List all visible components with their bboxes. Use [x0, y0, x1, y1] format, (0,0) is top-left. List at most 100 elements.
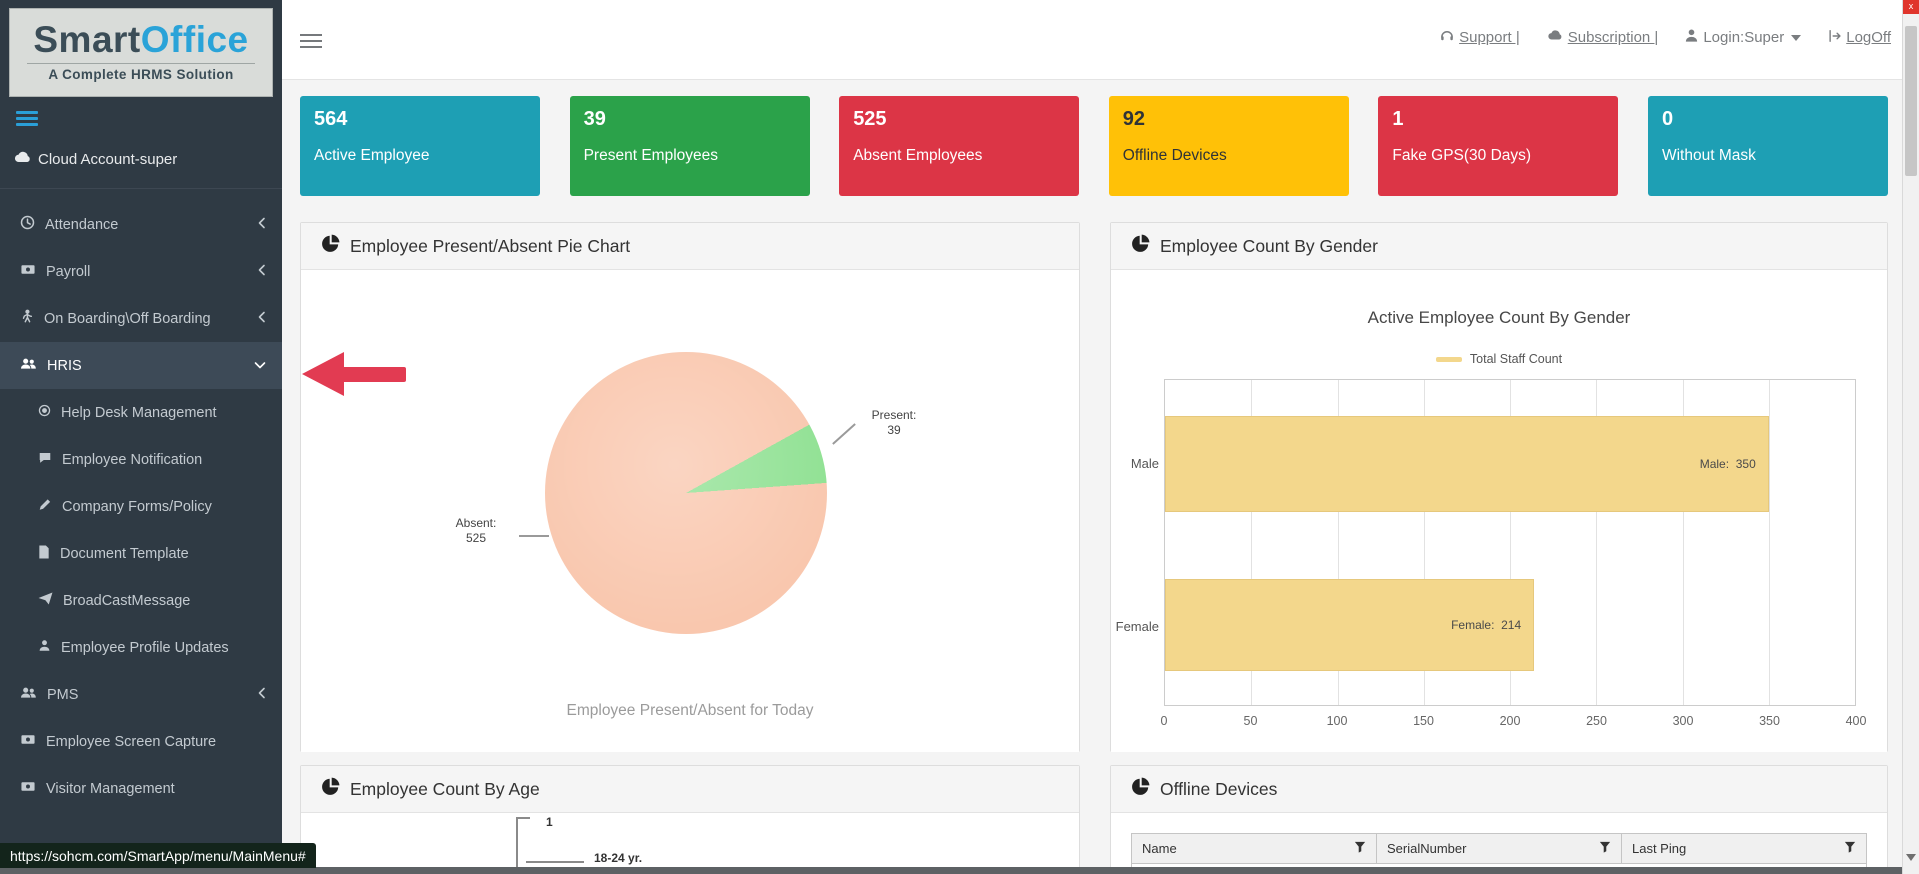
- sidebar-hamburger-icon[interactable]: [16, 111, 38, 126]
- age-panel-body: 1 18-24 yr.: [301, 813, 1079, 874]
- logoff-link[interactable]: LogOff: [1827, 29, 1891, 47]
- topbar: Support | Subscription | Login:Super Log…: [282, 0, 1919, 80]
- gender-panel-header: Employee Count By Gender: [1111, 223, 1887, 270]
- walking-person-icon: [20, 309, 34, 328]
- x-tick-label: 100: [1326, 714, 1348, 728]
- stat-card-without-mask: 0 Without Mask: [1647, 96, 1888, 196]
- sidebar-item-label: BroadCastMessage: [63, 592, 191, 609]
- bar-female: Female: 214: [1165, 579, 1535, 671]
- stat-card-offline-devices: 92 Offline Devices: [1108, 96, 1349, 196]
- filter-funnel-icon[interactable]: [1844, 841, 1856, 856]
- topbar-hamburger-icon[interactable]: [300, 30, 322, 52]
- topbar-links: Support | Subscription | Login:Super Log…: [1439, 28, 1891, 47]
- sidebar-item-pms[interactable]: PMS: [0, 671, 282, 718]
- sidebar-item-company-forms-policy[interactable]: Company Forms/Policy: [0, 483, 282, 530]
- pie-leader-line: [519, 535, 549, 537]
- stat-label: Active Employee: [314, 147, 430, 164]
- sidebar-item-employee-notification[interactable]: Employee Notification: [0, 436, 282, 483]
- panel-title: Employee Count By Gender: [1160, 235, 1378, 256]
- stat-cards-row: 564 Active Employee 39 Present Employees…: [300, 96, 1888, 196]
- paper-plane-icon: [38, 592, 53, 609]
- sidebar-item-employee-profile-updates[interactable]: Employee Profile Updates: [0, 624, 282, 671]
- sidebar-item-label: Employee Profile Updates: [61, 639, 229, 656]
- category-label-female: Female: [1115, 619, 1159, 634]
- pie-panel-header: Employee Present/Absent Pie Chart: [301, 223, 1079, 270]
- sidebar-item-label: Payroll: [46, 263, 91, 280]
- stat-card-active-employee: 564 Active Employee: [300, 96, 540, 196]
- x-tick-label: 50: [1243, 714, 1258, 728]
- pie-graphic: [545, 352, 827, 634]
- login-label: Login:Super: [1703, 29, 1785, 46]
- stat-card-fake-gps: 1 Fake GPS(30 Days): [1378, 96, 1619, 196]
- sign-out-icon: [1827, 29, 1842, 47]
- sidebar-item-label: Help Desk Management: [61, 404, 217, 421]
- sidebar-item-employee-screen-capture[interactable]: Employee Screen Capture: [0, 718, 282, 765]
- filter-funnel-icon[interactable]: [1354, 841, 1366, 856]
- status-url-tooltip: https://sohcm.com/SmartApp/menu/MainMenu…: [0, 843, 316, 868]
- offline-panel-header: Offline Devices: [1111, 766, 1887, 813]
- pie-chart-icon: [321, 777, 340, 801]
- pie-chart-icon: [1131, 777, 1150, 801]
- clock-icon: [20, 215, 35, 234]
- sidebar-item-onboarding-offboarding[interactable]: On Boarding\Off Boarding: [0, 295, 282, 342]
- stat-card-present-employees: 39 Present Employees: [569, 96, 810, 196]
- subscription-link[interactable]: Subscription |: [1546, 28, 1659, 47]
- sidebar-item-document-template[interactable]: Document Template: [0, 530, 282, 577]
- sidebar-item-broadcastmessage[interactable]: BroadCastMessage: [0, 577, 282, 624]
- table-header-row: Name SerialNumber Last Ping: [1132, 834, 1866, 864]
- window-bottom-edge: [0, 867, 1919, 874]
- pie-panel-body: Present: 39 Absent: 525 Employee Present…: [301, 270, 1079, 752]
- pie-leader-line: [832, 423, 856, 445]
- subscription-label: Subscription |: [1567, 29, 1659, 46]
- column-label: Name: [1142, 841, 1177, 856]
- arrow-head: [302, 352, 344, 396]
- login-menu[interactable]: Login:Super: [1684, 28, 1802, 47]
- headset-icon: [1439, 28, 1455, 47]
- bar-male: Male: 350: [1165, 416, 1769, 512]
- panel-title: Employee Present/Absent Pie Chart: [350, 235, 631, 256]
- bar-label: Male: 350: [1699, 457, 1756, 471]
- circle-dot-icon: [38, 404, 51, 421]
- main-content: 564 Active Employee 39 Present Employees…: [282, 80, 1919, 874]
- sidebar-item-attendance[interactable]: Attendance: [0, 201, 282, 248]
- user-icon: [1684, 28, 1699, 47]
- pie-label-absent: Absent: 525: [439, 516, 513, 546]
- filter-funnel-icon[interactable]: [1599, 841, 1611, 856]
- panel-title: Offline Devices: [1160, 778, 1278, 799]
- vertical-scrollbar[interactable]: x: [1902, 0, 1919, 874]
- pie-caption: Employee Present/Absent for Today: [566, 702, 814, 719]
- pie-label-value: 39: [887, 423, 901, 437]
- age-chart-panel: Employee Count By Age 1 18-24 yr.: [300, 765, 1080, 874]
- sidebar-item-label: Document Template: [60, 545, 189, 562]
- stat-value: 525: [853, 108, 887, 130]
- pie-label-title: Present:: [871, 408, 917, 422]
- chevron-left-icon: [257, 264, 266, 280]
- gender-xaxis: 0 50 100 150 200 250 300 350 400: [1161, 714, 1867, 734]
- stat-value: 564: [314, 108, 348, 130]
- offline-devices-panel: Offline Devices Name SerialNumber Last P…: [1110, 765, 1888, 874]
- pencil-icon: [38, 498, 52, 515]
- chevron-down-icon: [254, 358, 266, 374]
- chevron-left-icon: [257, 687, 266, 703]
- sidebar-item-label: Employee Notification: [62, 451, 203, 468]
- sidebar-item-visitor-management[interactable]: Visitor Management: [0, 765, 282, 812]
- support-link[interactable]: Support |: [1439, 28, 1520, 47]
- age-chart-axis-fragment: [516, 817, 530, 874]
- sidebar-item-cloud-account[interactable]: Cloud Account-super: [0, 129, 282, 189]
- pie-label-value: 525: [465, 531, 487, 545]
- sidebar-item-help-desk-management[interactable]: Help Desk Management: [0, 389, 282, 436]
- sidebar-item-hris[interactable]: HRIS: [0, 342, 282, 389]
- stat-label: Offline Devices: [1122, 147, 1227, 164]
- screen-capture-icon: [20, 732, 36, 751]
- close-icon[interactable]: x: [1903, 0, 1919, 14]
- sidebar-item-payroll[interactable]: Payroll: [0, 248, 282, 295]
- scrollbar-thumb[interactable]: [1905, 26, 1917, 176]
- pie-chart-icon: [1131, 234, 1150, 258]
- money-card-icon: [20, 262, 36, 281]
- gender-chart-legend: Total Staff Count: [1111, 352, 1887, 366]
- brand-primary: Smart: [33, 19, 141, 60]
- brand-title: SmartOffice: [27, 19, 255, 64]
- pie-label-present: Present: 39: [857, 408, 931, 438]
- arrow-shaft: [340, 367, 406, 382]
- scroll-down-arrow-icon[interactable]: [1906, 854, 1916, 861]
